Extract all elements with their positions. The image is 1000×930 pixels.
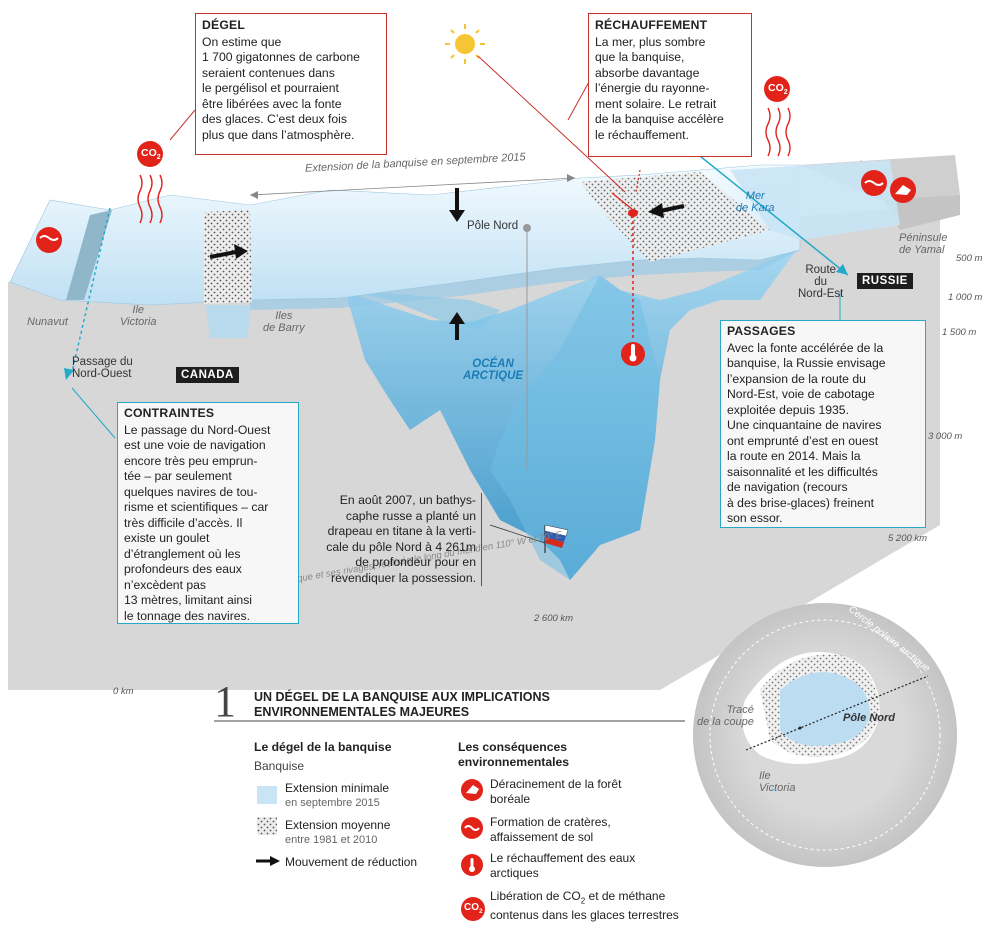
rechauffement-text: La mer, plus sombre que la banquise, abs… — [595, 34, 724, 142]
legend-tree-label: Déracinement de la forêt boréale — [490, 777, 622, 806]
legend-right-heading: Les conséquences environnementales — [458, 740, 570, 769]
passages-title: PASSAGES — [727, 324, 796, 338]
extension-arrow — [249, 174, 576, 199]
warming-spot — [611, 169, 641, 340]
legend-thermo-label: Le réchauffement des eaux arctiques — [490, 851, 636, 880]
swatch-avg-extension — [257, 817, 277, 835]
co2-icon-right: CO2 — [764, 76, 790, 102]
legend-reduction-label: Mouvement de réduction — [285, 855, 418, 869]
swatch-min-extension — [257, 786, 277, 804]
iles-barry-label: Iles de Barry — [263, 310, 305, 334]
passage-nord-ouest-label: Passage du Nord-Ouest — [72, 356, 133, 380]
km-5200-label: 5 200 km — [888, 533, 928, 544]
canada-label: CANADA — [176, 367, 239, 383]
heat-waves-right — [765, 107, 791, 157]
ocean-label: OCÉAN ARCTIQUE — [463, 358, 524, 382]
ice-surface — [9, 160, 900, 338]
passages-text: Avec la fonte accélérée de la banquise, … — [727, 340, 886, 526]
legend-min-sub: en septembre 2015 — [285, 797, 380, 809]
sun-icon — [445, 24, 626, 193]
degel-title: DÉGEL — [202, 18, 245, 32]
section-title: UN DÉGEL DE LA BANQUISE AUX IMPLICATIONS… — [254, 690, 550, 719]
passage-nord-ouest-line — [64, 207, 116, 439]
legend-avg-sub: entre 1981 et 2010 — [285, 834, 378, 846]
degel-box: DÉGEL On estime que 1 700 gigatonnes de … — [195, 13, 387, 155]
crater-icon-yamal — [861, 170, 887, 196]
russian-flag-icon — [489, 524, 569, 553]
rechauffement-box: RÉCHAUFFEMENT La mer, plus sombre que la… — [588, 13, 752, 157]
degel-callout-line — [169, 109, 196, 141]
yamal-label: Péninsule de Yamal — [899, 232, 948, 256]
depth-1000: 1 000 m — [948, 292, 983, 303]
contraintes-text: Le passage du Nord-Ouest est une voie de… — [124, 422, 271, 623]
legend-avg-label: Extension moyenne — [285, 818, 391, 832]
tree-icon-yamal — [890, 177, 916, 203]
legend-left-heading: Le dégel de la banquise — [254, 740, 392, 754]
tree-icon — [461, 779, 483, 801]
co2-icon: CO2 — [461, 897, 485, 921]
map-ile-victoria-label: Ile Victoria — [759, 770, 796, 794]
co2-icon-left: CO2 — [137, 141, 163, 167]
heat-waves-left — [137, 174, 163, 224]
trace-coupe-label: Tracé de la coupe — [697, 704, 754, 728]
passages-box: PASSAGES Avec la fonte accélérée de la b… — [720, 320, 926, 528]
legend-banquise-label: Banquise — [254, 759, 305, 773]
thermometer-icon — [461, 854, 483, 876]
rechauffement-callout-line — [567, 79, 591, 121]
arctic-map — [693, 603, 957, 867]
mer-kara-label: Mer de Kara — [736, 190, 775, 214]
rechauffement-title: RÉCHAUFFEMENT — [595, 18, 708, 32]
map-pole-label: Pôle Nord — [843, 712, 895, 724]
section-number: 1 — [214, 677, 236, 726]
reduction-arrow-icon — [256, 856, 280, 866]
legend-min-label: Extension minimale — [285, 781, 390, 795]
reduction-arrows — [209, 188, 685, 340]
depth-500: 500 m — [956, 253, 983, 264]
bathyscaphe-note: En août 2007, un bathys- caphe russe a p… — [306, 493, 482, 586]
crater-icon — [461, 817, 483, 839]
russia-label: RUSSIE — [857, 273, 913, 289]
contraintes-box: CONTRAINTES Le passage du Nord-Ouest est… — [117, 402, 299, 624]
thermometer-ocean-icon — [621, 342, 645, 366]
legend-crater-label: Formation de cratères, affaissement de s… — [490, 815, 611, 844]
depth-1500: 1 500 m — [942, 327, 977, 338]
north-pole-marker — [523, 224, 531, 232]
route-nord-est-label: Route du Nord-Est — [798, 264, 844, 300]
degel-text: On estime que 1 700 gigatonnes de carbon… — [202, 34, 360, 142]
nunavut-label: Nunavut — [27, 316, 68, 328]
depth-3000: 3 000 m — [928, 431, 963, 442]
km-0-label: 0 km — [113, 686, 134, 697]
crater-icon-scene — [36, 227, 62, 253]
legend-co2-label: Libération de CO2 et de méthane contenus… — [490, 889, 679, 923]
pole-nord-label: Pôle Nord — [467, 220, 519, 232]
route-nord-est-line — [689, 147, 849, 322]
ile-victoria-label: Ile Victoria — [120, 304, 157, 328]
contraintes-title: CONTRAINTES — [124, 406, 215, 420]
km-2600-label: 2 600 km — [534, 613, 574, 624]
